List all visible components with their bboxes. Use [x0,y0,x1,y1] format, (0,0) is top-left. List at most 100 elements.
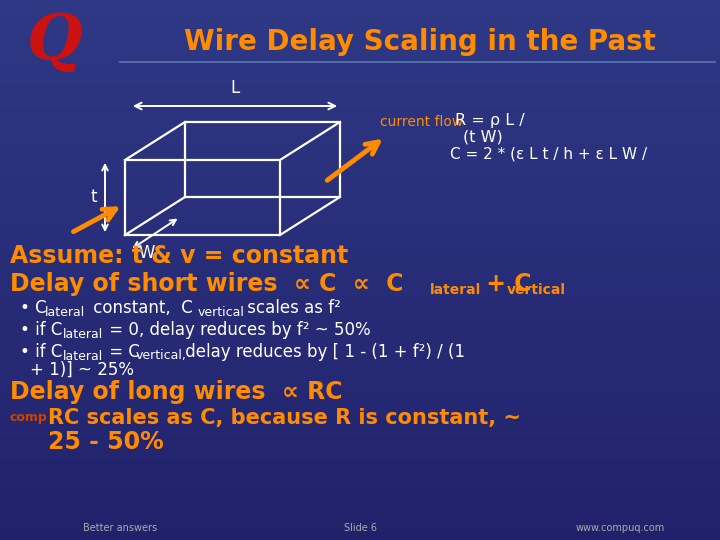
Text: t: t [91,188,97,206]
Bar [0,97,720,98]
Text: R = ρ L /: R = ρ L / [455,112,525,127]
Bar [0,232,720,233]
Bar [0,325,720,326]
Bar [0,430,720,431]
Bar [0,410,720,411]
Bar [0,384,720,385]
Bar [0,246,720,247]
Bar [0,452,720,453]
Bar [0,350,720,351]
Bar [0,468,720,469]
Bar [0,148,720,149]
Bar [0,214,720,215]
Bar [0,222,720,223]
Bar [0,243,720,244]
Bar [0,298,720,299]
Bar [0,510,720,511]
Bar [0,450,720,451]
Bar [0,271,720,272]
Bar [0,160,720,161]
Bar [0,258,720,259]
Bar [0,306,720,307]
Bar [0,514,720,515]
Bar [0,248,720,249]
Bar [0,280,720,281]
Bar [0,66,720,67]
Bar [0,324,720,325]
Bar [0,190,720,191]
Bar [0,250,720,251]
Bar [0,119,720,120]
Bar [0,460,720,461]
Bar [0,358,720,359]
Bar [0,240,720,241]
Text: lateral: lateral [63,327,103,341]
Bar [0,533,720,534]
Bar [0,371,720,372]
Text: current flow: current flow [380,115,463,129]
Bar [0,61,720,62]
Bar [0,496,720,497]
Text: Slide 6: Slide 6 [343,523,377,533]
Bar [0,299,720,300]
Bar [0,316,720,317]
Bar [0,408,720,409]
Bar [0,512,720,513]
Bar [0,536,720,537]
Bar [0,441,720,442]
Bar [0,338,720,339]
Bar [0,445,720,446]
Bar [0,211,720,212]
Bar [0,261,720,262]
Bar [0,336,720,337]
Bar [0,226,720,227]
Bar [0,440,720,441]
Bar [0,264,720,265]
Bar [0,19,720,20]
Bar [0,48,720,49]
Bar [0,171,720,172]
Bar [0,139,720,140]
Bar [0,9,720,10]
Bar [0,231,720,232]
Bar [0,523,720,524]
Bar [0,305,720,306]
Bar [0,489,720,490]
Text: Assume: t & v = constant: Assume: t & v = constant [10,244,348,268]
Bar [0,351,720,352]
Bar [0,42,720,43]
Bar [0,380,720,381]
Bar [0,480,720,481]
Bar [0,537,720,538]
Bar [0,234,720,235]
Bar [0,423,720,424]
Bar [0,64,720,65]
Bar [0,345,720,346]
Bar [0,531,720,532]
Text: + 1)] ~ 25%: + 1)] ~ 25% [30,361,134,379]
Bar [0,337,720,338]
Bar [0,352,720,353]
Bar [0,127,720,128]
Bar [0,417,720,418]
Bar [0,292,720,293]
Bar [0,463,720,464]
Bar [0,256,720,257]
Bar [0,143,720,144]
Text: • if C: • if C [20,343,63,361]
Bar [0,362,720,363]
Bar [0,444,720,445]
Bar [0,471,720,472]
Bar [0,154,720,155]
Bar [0,34,720,35]
Bar [0,497,720,498]
Bar [0,301,720,302]
Bar [0,68,720,69]
Bar [0,95,720,96]
Bar [0,427,720,428]
Bar [0,170,720,171]
Bar [0,36,720,37]
Bar [0,24,720,25]
Bar [0,89,720,90]
Bar [0,291,720,292]
